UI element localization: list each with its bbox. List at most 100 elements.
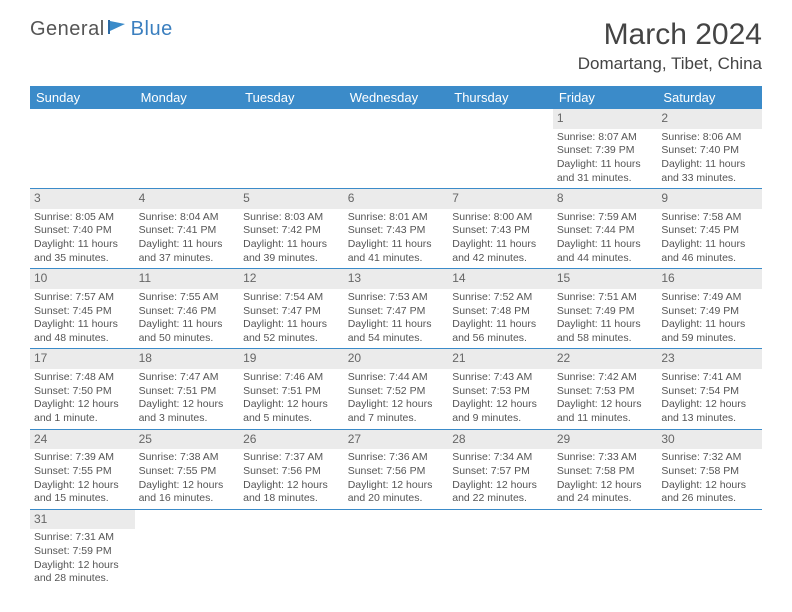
sunrise-line: Sunrise: 7:38 AM [139,451,236,465]
sunset-line: Sunset: 7:43 PM [348,224,445,238]
sunset-line: Sunset: 7:41 PM [139,224,236,238]
sunrise-line: Sunrise: 7:43 AM [452,371,549,385]
sunrise-line: Sunrise: 7:39 AM [34,451,131,465]
daylight-line: Daylight: 11 hours and 42 minutes. [452,238,549,265]
day-details: Sunrise: 7:52 AMSunset: 7:48 PMDaylight:… [452,291,549,346]
calendar-day-cell: 13Sunrise: 7:53 AMSunset: 7:47 PMDayligh… [344,269,449,349]
daylight-line: Daylight: 12 hours and 24 minutes. [557,479,654,506]
sunset-line: Sunset: 7:55 PM [34,465,131,479]
daylight-line: Daylight: 12 hours and 1 minute. [34,398,131,425]
day-details: Sunrise: 7:48 AMSunset: 7:50 PMDaylight:… [34,371,131,426]
sunset-line: Sunset: 7:45 PM [661,224,758,238]
day-details: Sunrise: 7:44 AMSunset: 7:52 PMDaylight:… [348,371,445,426]
day-number: 31 [30,510,135,530]
day-details: Sunrise: 7:53 AMSunset: 7:47 PMDaylight:… [348,291,445,346]
calendar-empty-cell [344,509,449,589]
sunset-line: Sunset: 7:47 PM [348,305,445,319]
sunrise-line: Sunrise: 7:34 AM [452,451,549,465]
sunrise-line: Sunrise: 7:47 AM [139,371,236,385]
day-number: 27 [344,430,449,450]
daylight-line: Daylight: 11 hours and 56 minutes. [452,318,549,345]
day-number: 9 [657,189,762,209]
day-number: 18 [135,349,240,369]
sunrise-line: Sunrise: 7:41 AM [661,371,758,385]
sunset-line: Sunset: 7:59 PM [34,545,131,559]
calendar-day-cell: 22Sunrise: 7:42 AMSunset: 7:53 PMDayligh… [553,349,658,429]
daylight-line: Daylight: 12 hours and 22 minutes. [452,479,549,506]
weekday-header: Friday [553,86,658,109]
day-details: Sunrise: 7:32 AMSunset: 7:58 PMDaylight:… [661,451,758,506]
day-number: 30 [657,430,762,450]
sunset-line: Sunset: 7:49 PM [661,305,758,319]
daylight-line: Daylight: 11 hours and 41 minutes. [348,238,445,265]
day-number: 24 [30,430,135,450]
day-details: Sunrise: 8:07 AMSunset: 7:39 PMDaylight:… [557,131,654,186]
calendar-day-cell: 10Sunrise: 7:57 AMSunset: 7:45 PMDayligh… [30,269,135,349]
calendar-week-row: 24Sunrise: 7:39 AMSunset: 7:55 PMDayligh… [30,429,762,509]
sunset-line: Sunset: 7:46 PM [139,305,236,319]
calendar-day-cell: 23Sunrise: 7:41 AMSunset: 7:54 PMDayligh… [657,349,762,429]
sunset-line: Sunset: 7:47 PM [243,305,340,319]
daylight-line: Daylight: 12 hours and 7 minutes. [348,398,445,425]
calendar-day-cell: 9Sunrise: 7:58 AMSunset: 7:45 PMDaylight… [657,189,762,269]
calendar-day-cell: 31Sunrise: 7:31 AMSunset: 7:59 PMDayligh… [30,509,135,589]
logo-flag-icon [107,18,129,36]
sunset-line: Sunset: 7:50 PM [34,385,131,399]
daylight-line: Daylight: 12 hours and 15 minutes. [34,479,131,506]
calendar-day-cell: 24Sunrise: 7:39 AMSunset: 7:55 PMDayligh… [30,429,135,509]
day-details: Sunrise: 7:37 AMSunset: 7:56 PMDaylight:… [243,451,340,506]
sunrise-line: Sunrise: 8:01 AM [348,211,445,225]
calendar-day-cell: 1Sunrise: 8:07 AMSunset: 7:39 PMDaylight… [553,109,658,189]
daylight-line: Daylight: 11 hours and 39 minutes. [243,238,340,265]
day-number: 29 [553,430,658,450]
calendar-day-cell: 25Sunrise: 7:38 AMSunset: 7:55 PMDayligh… [135,429,240,509]
sunrise-line: Sunrise: 8:06 AM [661,131,758,145]
calendar-day-cell: 26Sunrise: 7:37 AMSunset: 7:56 PMDayligh… [239,429,344,509]
calendar-day-cell: 16Sunrise: 7:49 AMSunset: 7:49 PMDayligh… [657,269,762,349]
day-number: 14 [448,269,553,289]
sunset-line: Sunset: 7:58 PM [661,465,758,479]
title-block: March 2024 Domartang, Tibet, China [578,18,762,74]
day-details: Sunrise: 7:39 AMSunset: 7:55 PMDaylight:… [34,451,131,506]
calendar-empty-cell [30,109,135,189]
day-details: Sunrise: 7:46 AMSunset: 7:51 PMDaylight:… [243,371,340,426]
sunset-line: Sunset: 7:44 PM [557,224,654,238]
day-number: 12 [239,269,344,289]
daylight-line: Daylight: 12 hours and 16 minutes. [139,479,236,506]
day-details: Sunrise: 7:36 AMSunset: 7:56 PMDaylight:… [348,451,445,506]
daylight-line: Daylight: 11 hours and 50 minutes. [139,318,236,345]
day-details: Sunrise: 7:34 AMSunset: 7:57 PMDaylight:… [452,451,549,506]
sunrise-line: Sunrise: 7:55 AM [139,291,236,305]
sunrise-line: Sunrise: 7:49 AM [661,291,758,305]
calendar-empty-cell [657,509,762,589]
sunrise-line: Sunrise: 7:37 AM [243,451,340,465]
day-details: Sunrise: 7:38 AMSunset: 7:55 PMDaylight:… [139,451,236,506]
day-details: Sunrise: 7:41 AMSunset: 7:54 PMDaylight:… [661,371,758,426]
day-number: 21 [448,349,553,369]
daylight-line: Daylight: 12 hours and 28 minutes. [34,559,131,586]
daylight-line: Daylight: 12 hours and 11 minutes. [557,398,654,425]
daylight-line: Daylight: 12 hours and 3 minutes. [139,398,236,425]
weekday-header: Wednesday [344,86,449,109]
calendar-day-cell: 15Sunrise: 7:51 AMSunset: 7:49 PMDayligh… [553,269,658,349]
daylight-line: Daylight: 11 hours and 59 minutes. [661,318,758,345]
daylight-line: Daylight: 12 hours and 20 minutes. [348,479,445,506]
day-details: Sunrise: 7:31 AMSunset: 7:59 PMDaylight:… [34,531,131,586]
day-details: Sunrise: 8:04 AMSunset: 7:41 PMDaylight:… [139,211,236,266]
day-number: 20 [344,349,449,369]
day-number: 6 [344,189,449,209]
weekday-header: Tuesday [239,86,344,109]
sunrise-line: Sunrise: 7:51 AM [557,291,654,305]
day-details: Sunrise: 7:49 AMSunset: 7:49 PMDaylight:… [661,291,758,346]
calendar-day-cell: 3Sunrise: 8:05 AMSunset: 7:40 PMDaylight… [30,189,135,269]
daylight-line: Daylight: 11 hours and 58 minutes. [557,318,654,345]
sunset-line: Sunset: 7:48 PM [452,305,549,319]
calendar-day-cell: 14Sunrise: 7:52 AMSunset: 7:48 PMDayligh… [448,269,553,349]
day-number: 17 [30,349,135,369]
sunrise-line: Sunrise: 7:48 AM [34,371,131,385]
sunset-line: Sunset: 7:45 PM [34,305,131,319]
calendar-empty-cell [239,509,344,589]
sunrise-line: Sunrise: 7:59 AM [557,211,654,225]
day-number: 25 [135,430,240,450]
day-details: Sunrise: 7:58 AMSunset: 7:45 PMDaylight:… [661,211,758,266]
